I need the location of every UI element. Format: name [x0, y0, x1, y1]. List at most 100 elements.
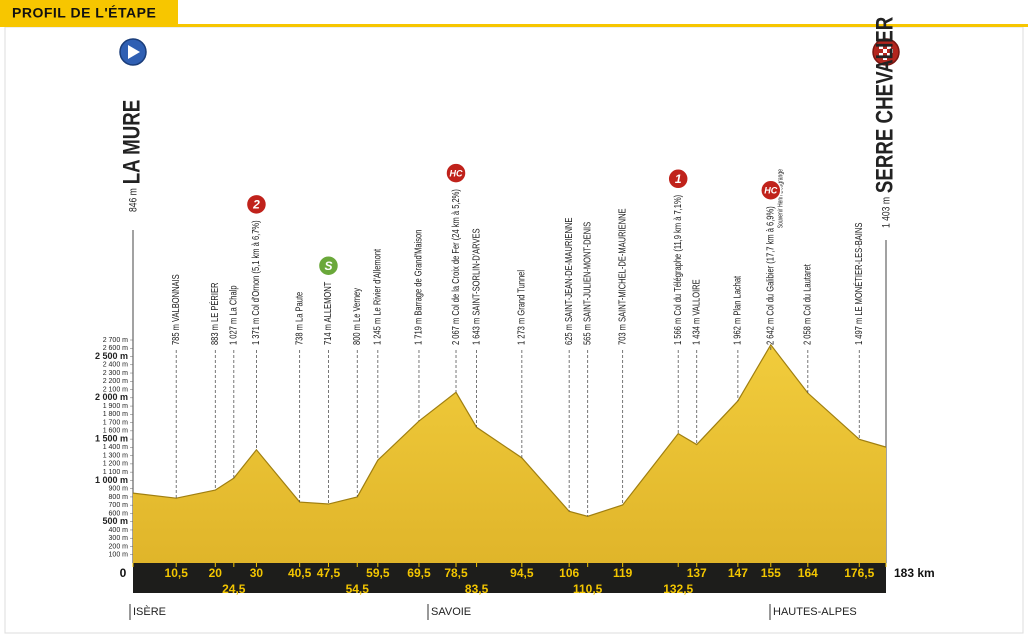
- badge-circle: [760, 179, 782, 202]
- x-tick-label: 164: [798, 566, 818, 580]
- y-tick-label: 2 000 m: [95, 392, 128, 402]
- region-label: ISÈRE: [133, 605, 166, 618]
- x-tick-label: 155: [761, 566, 781, 580]
- region-label: SAVOIE: [431, 606, 471, 618]
- badge-circle: [667, 168, 689, 190]
- y-tick-label: 1 000 m: [95, 475, 128, 485]
- waypoint-label: 1 566 m Col du Télégraphe (11,9 km à 7,1…: [672, 195, 683, 345]
- distance-bar: [133, 563, 886, 593]
- start-label: 846 m LA MURE: [118, 100, 145, 212]
- waypoint-label: 1 273 m Grand Tunnel: [515, 270, 526, 345]
- badge-circle: [317, 254, 340, 277]
- waypoint-label: 2 067 m Col de la Croix de Fer (24 km à …: [450, 189, 461, 345]
- y-tick-label: 1 300 m: [103, 452, 128, 459]
- finish-label: 1 403 m SERRE CHEVALIER: [871, 16, 898, 228]
- y-tick-label: 600 m: [109, 510, 129, 517]
- y-tick-label: 2 200 m: [103, 378, 128, 385]
- x-tick-label: 0: [120, 566, 127, 580]
- x-tick-label: 147: [728, 566, 748, 580]
- title-tab: [0, 0, 178, 26]
- x-tick-label: 10,5: [165, 566, 189, 580]
- climb-badge: 1: [667, 168, 689, 190]
- x-tick-label: 176,5: [844, 566, 874, 580]
- badge-circle: [445, 162, 467, 184]
- waypoint-label: 714 m ALLEMONT: [322, 281, 333, 345]
- climb-badge: S: [317, 254, 340, 277]
- waypoint-label: 1 719 m Barrage de Grand'Maison: [413, 230, 424, 345]
- badge-label: 1: [675, 172, 682, 186]
- badge-label: HC: [450, 168, 463, 178]
- y-tick-label: 100 m: [109, 552, 129, 559]
- x-tick-label: 69,5: [407, 566, 431, 580]
- y-tick-label: 2 100 m: [103, 386, 128, 393]
- x-tick-label: 59,5: [366, 566, 390, 580]
- x-tick-label: 54,5: [346, 582, 370, 596]
- start-icon: [119, 38, 147, 66]
- x-tick-label: 47,5: [317, 566, 341, 580]
- y-tick-label: 1 700 m: [103, 419, 128, 426]
- badge-label: 2: [252, 198, 260, 212]
- y-tick-label: 1 600 m: [103, 428, 128, 435]
- badge-label: S: [324, 259, 332, 273]
- region-label: HAUTES-ALPES: [773, 606, 857, 618]
- area-fill: [133, 344, 886, 563]
- waypoint-label: 625 m SAINT-JEAN-DE-MAURIENNE: [563, 218, 574, 345]
- y-tick-label: 1 100 m: [103, 469, 128, 476]
- x-tick-label: 110,5: [573, 582, 603, 596]
- waypoint-label: 785 m VALBONNAIS: [170, 274, 181, 345]
- y-tick-label: 2 600 m: [103, 345, 128, 352]
- waypoint-label: 1 434 m VALLOIRE: [690, 279, 701, 345]
- x-tick-label: 119: [613, 566, 633, 580]
- y-tick-label: 2 400 m: [103, 362, 128, 369]
- y-tick-label: 1 400 m: [103, 444, 128, 451]
- waypoint-label: 883 m LE PÉRIER: [209, 282, 220, 345]
- y-tick-label: 1 500 m: [95, 433, 128, 443]
- x-tick-label: 83,5: [465, 582, 489, 596]
- y-tick-label: 200 m: [109, 543, 129, 550]
- x-tick-label: 24,5: [222, 582, 246, 596]
- badge-circle: [245, 193, 268, 216]
- waypoint-label: 1 497 m LE MONÉTIER-LES-BAINS: [853, 223, 864, 345]
- finish-name: SERRE CHEVALIER: [871, 16, 898, 193]
- waypoint-label: 1 962 m Plan Lachat: [731, 275, 742, 345]
- y-tick-label: 300 m: [109, 535, 129, 542]
- finish-icon: [872, 38, 900, 66]
- x-tick-label: 137: [687, 566, 707, 580]
- y-tick-label: 800 m: [109, 494, 129, 501]
- climb-badge: 2: [245, 193, 268, 216]
- x-tick-label: 94,5: [510, 566, 534, 580]
- waypoint-label: 2 058 m Col du Lautaret: [801, 264, 812, 345]
- x-tick-label: 30: [250, 566, 264, 580]
- y-tick-label: 900 m: [109, 486, 129, 493]
- x-tick-label: 78,5: [444, 566, 468, 580]
- x-tick-label: 106: [559, 566, 579, 580]
- chart-title: PROFIL DE L'ÉTAPE: [12, 5, 156, 21]
- waypoint-label: 1 027 m La Chalp: [227, 285, 238, 345]
- climb-badge: HC: [445, 162, 467, 184]
- badge-label: HC: [764, 186, 777, 196]
- waypoint-note: Souvenir Henri Desgrange: [777, 169, 785, 229]
- title-rule: [0, 24, 1028, 27]
- x-tick-label: 20: [209, 566, 223, 580]
- finish-altitude: 1 403 m: [880, 197, 892, 228]
- waypoint-label: 1 643 m SAINT-SORLIN-D'ARVES: [470, 228, 481, 345]
- start-name: LA MURE: [118, 100, 145, 185]
- waypoint-label: 738 m La Paute: [293, 292, 304, 345]
- waypoint-label: 1 245 m Le Rivier d'Allemont: [371, 248, 382, 345]
- y-tick-label: 2 500 m: [95, 351, 128, 361]
- y-tick-label: 400 m: [109, 527, 129, 534]
- y-tick-label: 1 200 m: [103, 461, 128, 468]
- waypoint-label: 1 371 m Col d'Ornon (5,1 km à 6,7%): [250, 220, 261, 345]
- waypoint-label: 703 m SAINT-MICHEL-DE-MAURIENNE: [616, 208, 627, 345]
- waypoint-label: 565 m SAINT-JULIEN-MONT-DENIS: [581, 222, 592, 345]
- x-tick-label: 40,5: [288, 566, 312, 580]
- y-tick-label: 1 900 m: [103, 403, 128, 410]
- y-tick-label: 2 300 m: [103, 370, 128, 377]
- waypoint-label: 800 m Le Verney: [351, 288, 362, 345]
- x-tick-label: 132,5: [663, 582, 693, 596]
- climb-badge: HC: [760, 179, 782, 202]
- x-tick-label: 183 km: [894, 566, 935, 580]
- y-tick-label: 500 m: [102, 516, 128, 526]
